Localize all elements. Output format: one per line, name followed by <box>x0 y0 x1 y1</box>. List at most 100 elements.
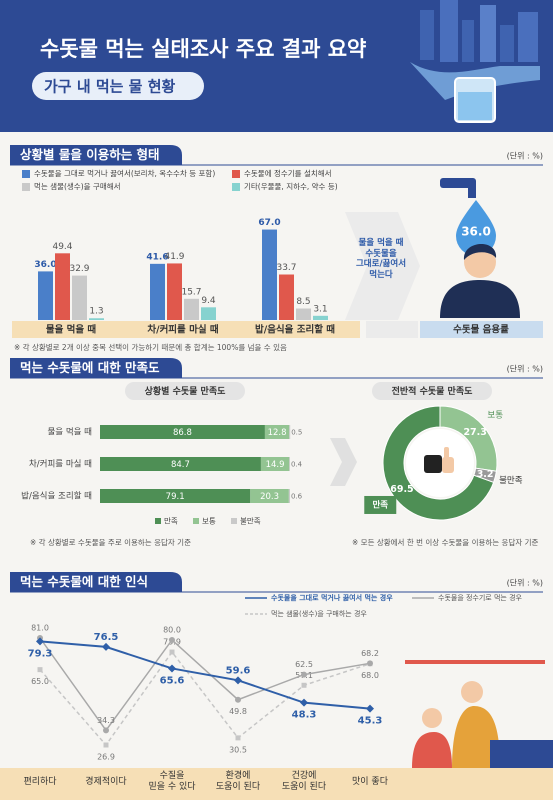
chart-note: ※ 각 상황별로 수돗물을 주로 이용하는 응답자 기준 <box>30 537 191 547</box>
arrow <box>330 438 357 486</box>
legend-label: 보통 <box>202 517 216 526</box>
value-label: 36.0 <box>34 260 56 270</box>
bar <box>296 308 311 320</box>
bar-segment <box>250 489 289 503</box>
value-label: 34.3 <box>97 716 115 725</box>
person-head <box>422 708 442 728</box>
x-tick-label: 밥/음식을 조리할 때 <box>255 324 335 336</box>
bar <box>201 307 216 320</box>
marker <box>367 660 373 667</box>
series-line <box>39 650 371 747</box>
person-hair <box>463 243 497 260</box>
legend-swatch <box>193 518 199 524</box>
header-title: 수돗물 먹는 실태조사 주요 결과 요약 <box>40 37 366 61</box>
section-tab <box>10 145 182 165</box>
bar-segment <box>260 457 290 471</box>
person-body <box>440 280 520 318</box>
value-label: 79.1 <box>166 492 185 502</box>
x-tick-label: 건강에 도움이 된다 <box>281 771 327 793</box>
thumb-icon <box>442 457 454 473</box>
legend-swatch <box>22 170 30 178</box>
value-label: 49.8 <box>229 707 247 716</box>
value-label: 86.8 <box>173 428 192 438</box>
bar-segment <box>289 457 290 471</box>
x-tick-label: 환경에 도움이 된다 <box>215 771 261 793</box>
value-label: 67.0 <box>258 218 280 228</box>
value-label: 14.9 <box>266 460 285 470</box>
category-label: 불만족 <box>499 475 523 486</box>
chart-note: ※ 모든 상황에서 한 번 이상 수돗물을 이용하는 응답자 기준 <box>352 537 539 547</box>
marker <box>301 671 307 678</box>
series-line <box>39 637 371 732</box>
value-label: 79.3 <box>28 648 53 659</box>
legend-label: 수돗물에 정수기를 설치해서 <box>244 168 332 178</box>
marker <box>300 698 308 707</box>
value-label: 65.0 <box>31 677 49 686</box>
category-band <box>366 321 418 338</box>
category-band <box>420 321 543 338</box>
legend-label: 수돗물을 그대로 먹거나 끓여서(보리차, 옥수수차 등 포함) <box>34 168 215 178</box>
x-tick-label: 차/커피를 마실 때 <box>147 324 219 336</box>
value-label: 69.5 <box>390 484 413 495</box>
person-body <box>452 706 500 768</box>
legend-label: 만족 <box>164 517 178 526</box>
marker <box>103 742 109 748</box>
marker <box>235 735 241 741</box>
value-label: 8.5 <box>296 297 310 307</box>
category-band <box>0 768 553 800</box>
value-label: 49.4 <box>52 242 72 252</box>
legend-label: 기타(우물물, 지하수, 약수 등) <box>244 181 338 191</box>
value-label: 84.7 <box>171 460 190 470</box>
subtitle-pill <box>125 382 245 400</box>
legend-label: 먹는 샘물(생수)을 구매해서 <box>34 181 121 191</box>
rate-label: 36.0 <box>461 225 491 239</box>
value-label: 59.6 <box>226 665 251 676</box>
section-tab <box>10 572 182 592</box>
value-label: 62.5 <box>295 660 313 669</box>
value-label: 65.6 <box>160 675 185 686</box>
thumb-icon <box>444 447 449 459</box>
legend-label: 불만족 <box>240 517 261 526</box>
value-label: 76.5 <box>94 632 119 643</box>
value-label: 33.7 <box>276 263 296 273</box>
water-drop <box>456 200 496 256</box>
bar-segment <box>289 425 291 439</box>
bar <box>89 318 104 320</box>
x-tick-label: 편리하다 <box>23 777 57 787</box>
subtitle-pill <box>372 382 492 400</box>
bar <box>262 229 277 320</box>
label-box <box>364 495 397 514</box>
section-title: 상황별 물을 이용하는 형태 <box>20 147 160 162</box>
legend-swatch <box>232 183 240 191</box>
bar <box>279 274 294 320</box>
bar-segment <box>264 425 290 439</box>
bar <box>38 271 53 320</box>
person-head <box>461 681 483 703</box>
bar-segment <box>100 489 251 503</box>
bar <box>313 315 328 320</box>
value-label: 0.6 <box>291 493 303 501</box>
category-band <box>12 321 360 338</box>
marker <box>234 676 242 685</box>
header-decoration <box>410 0 540 123</box>
marker <box>102 642 110 651</box>
value-label: 1.3 <box>89 307 103 317</box>
faucet <box>440 178 476 188</box>
value-label: 0.5 <box>291 429 302 437</box>
thumb-icon <box>424 455 442 473</box>
marker <box>168 664 176 673</box>
marker <box>366 704 374 713</box>
bar <box>184 298 199 320</box>
value-label: 26.9 <box>97 753 115 762</box>
value-label: 3.2 <box>477 469 494 480</box>
legend-label: 수돗물을 정수기로 먹는 경우 <box>438 593 523 602</box>
value-label: 15.7 <box>181 287 201 297</box>
series-line <box>39 640 371 710</box>
x-tick-label: 수질을 믿을 수 있다 <box>148 771 196 793</box>
counter <box>490 740 553 768</box>
legend-label: 먹는 샘물(생수)을 구매하는 경우 <box>271 609 367 618</box>
callout-label: 수돗물 음용률 <box>453 324 509 336</box>
section-unit: (단위 : %) <box>507 364 543 374</box>
